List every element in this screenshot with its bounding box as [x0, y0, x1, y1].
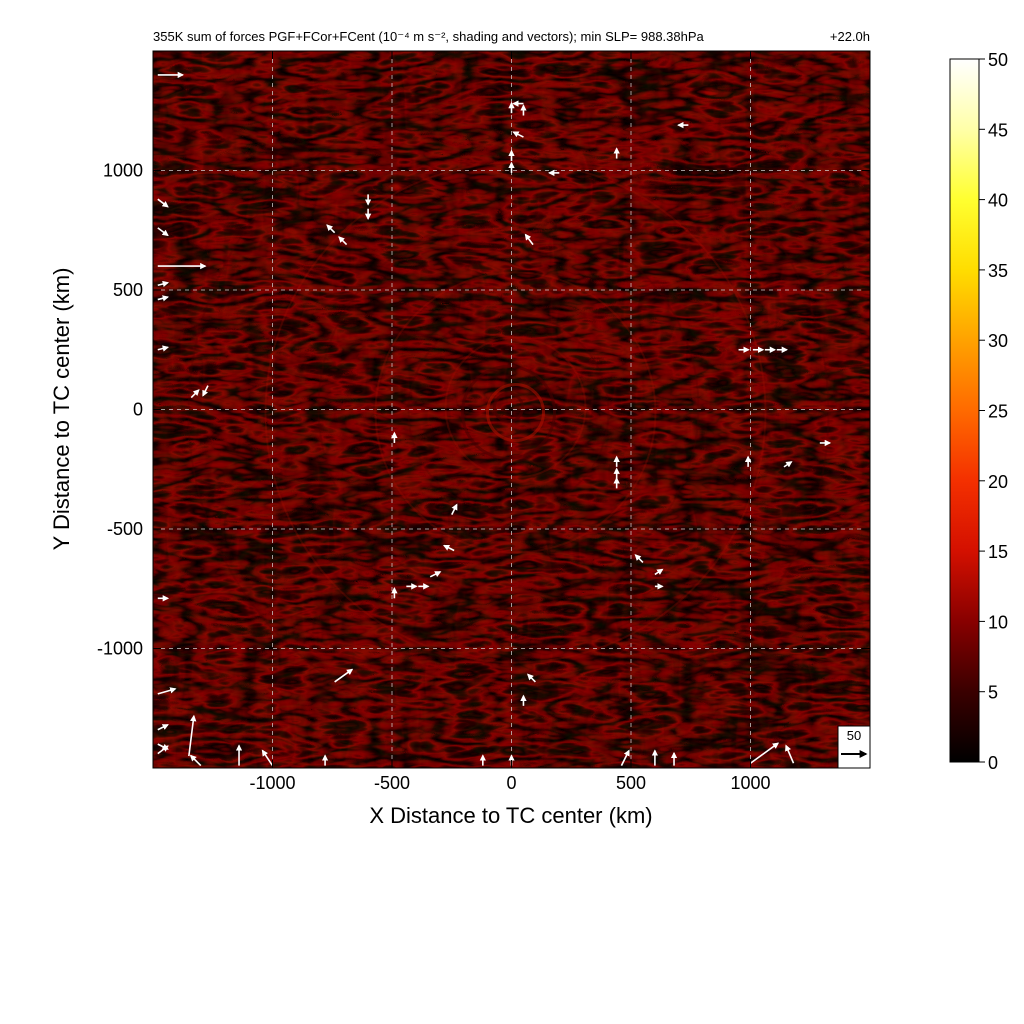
colorbar-tick-label: 10: [988, 612, 1008, 632]
force-vector: [334, 668, 354, 683]
colorbar-tick-label: 45: [988, 120, 1008, 140]
force-vector: [157, 345, 170, 352]
vortex-ring: [444, 336, 587, 479]
colorbar-tick-label: 50: [988, 50, 1008, 70]
colorbar-tick-label: 25: [988, 402, 1008, 422]
force-vector: [654, 568, 664, 576]
force-vector: [785, 744, 795, 764]
force-vector: [512, 131, 524, 138]
x-axis: -1000 -500 0 500 1000: [249, 51, 771, 793]
colorbar-tick-label: 40: [988, 191, 1008, 211]
force-vector: [157, 295, 170, 302]
x-tick-label: 1000: [730, 773, 770, 793]
vortex-ring: [486, 383, 545, 442]
x-tick-label: -1000: [249, 773, 295, 793]
x-axis-label: X Distance to TC center (km): [369, 803, 652, 828]
y-tick-label: -500: [107, 519, 143, 539]
y-tick-label: 0: [133, 400, 143, 420]
y-axis: -1000 -500 0 500 1000: [97, 161, 870, 659]
force-vector: [429, 571, 442, 578]
time-label: +22.0h: [830, 29, 870, 44]
colorbar-tick-label: 5: [988, 683, 998, 703]
vortex-rings: [187, 91, 830, 734]
force-vector: [202, 385, 209, 397]
colorbar-ramp: [949, 58, 980, 763]
force-vector: [157, 198, 169, 208]
colorbar-tick-label: 20: [988, 472, 1008, 492]
colorbar-tick-label: 15: [988, 542, 1008, 562]
x-tick-label: -500: [374, 773, 410, 793]
vortex-ring: [317, 216, 700, 599]
vortex-ring: [493, 392, 524, 423]
force-vector: [634, 554, 644, 564]
vortex-ring: [264, 161, 767, 664]
force-vector: [620, 749, 630, 766]
force-vector: [783, 461, 793, 468]
force-vector: [442, 544, 455, 552]
force-vectors: [157, 71, 832, 767]
force-vector: [190, 389, 200, 399]
reference-vector-label: 50: [847, 728, 861, 743]
force-vector: [157, 280, 170, 288]
force-vector: [189, 754, 202, 767]
y-tick-label: 500: [113, 280, 143, 300]
colorbar-ticks: 0 5 10 15 20 25 30 35 40 45 50: [979, 50, 1008, 773]
vortex-ring: [374, 271, 657, 554]
x-tick-label: 500: [616, 773, 646, 793]
colorbar-tick-label: 30: [988, 331, 1008, 351]
force-vector: [261, 749, 274, 767]
plot-area: [153, 51, 870, 768]
force-vector: [524, 233, 534, 246]
force-vector: [338, 236, 348, 246]
colorbar-tick-label: 0: [988, 753, 998, 773]
vortex-ring: [187, 91, 830, 734]
force-vector: [326, 224, 336, 234]
force-vector: [188, 714, 197, 757]
reference-vector-box: 50: [837, 725, 871, 769]
colorbar-tick-label: 35: [988, 261, 1008, 281]
y-tick-label: 1000: [103, 161, 143, 181]
y-axis-label: Y Distance to TC center (km): [49, 268, 74, 551]
force-vector: [750, 742, 780, 764]
force-vector: [451, 503, 458, 516]
colorbar: 0 5 10 15 20 25 30 35 40 45 50: [949, 50, 1008, 773]
chart-title: 355K sum of forces PGF+FCor+FCent (10⁻⁴ …: [153, 29, 705, 44]
vortex-ring: [461, 365, 556, 460]
force-vector: [157, 745, 169, 755]
force-vector: [526, 673, 536, 683]
force-vector: [157, 227, 169, 237]
y-tick-label: -1000: [97, 639, 143, 659]
force-vector: [157, 687, 177, 695]
x-tick-label: 0: [506, 773, 516, 793]
vortex-ring: [407, 311, 610, 514]
force-vector: [157, 724, 169, 731]
